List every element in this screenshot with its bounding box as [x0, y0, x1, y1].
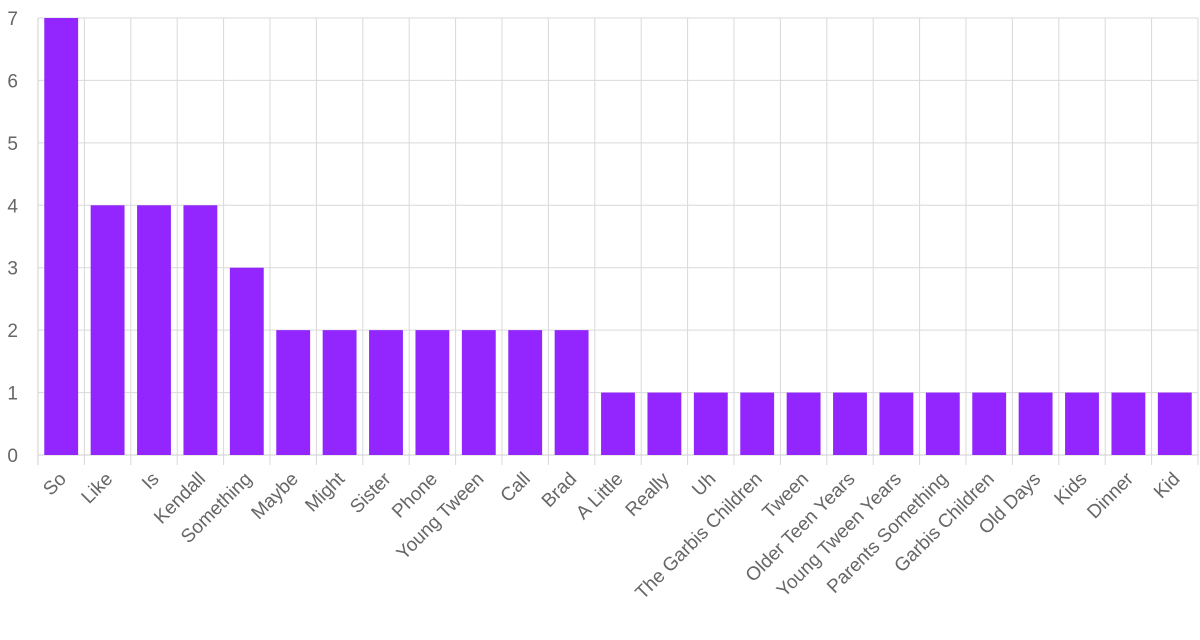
y-tick-label: 5: [7, 134, 18, 155]
y-tick-label: 7: [7, 9, 18, 30]
bar[interactable]: [693, 392, 728, 455]
x-tick-label: Might: [301, 468, 349, 516]
x-tick-label: Is: [138, 469, 163, 494]
bar[interactable]: [322, 330, 357, 455]
bar[interactable]: [786, 392, 821, 455]
bar[interactable]: [508, 330, 543, 455]
bar[interactable]: [415, 330, 450, 455]
y-tick-label: 4: [7, 196, 18, 217]
x-tick-label: Uh: [688, 469, 720, 501]
bar[interactable]: [1018, 392, 1053, 455]
bar[interactable]: [1065, 392, 1099, 455]
bar[interactable]: [229, 267, 264, 455]
grid-lines: [37, 17, 1199, 465]
x-tick-label: Like: [78, 469, 117, 508]
y-axis-ticks: 0 1 2 3 4 5 6 7: [7, 9, 18, 467]
bar[interactable]: [1111, 392, 1146, 455]
bar[interactable]: [90, 205, 125, 455]
bar[interactable]: [461, 330, 496, 455]
x-tick-label: Really: [622, 468, 675, 521]
bar[interactable]: [554, 330, 589, 455]
bar[interactable]: [647, 392, 682, 455]
bar[interactable]: [925, 392, 960, 455]
bar[interactable]: [833, 392, 867, 455]
x-tick-label: Maybe: [248, 469, 303, 524]
y-tick-label: 0: [7, 446, 18, 467]
bar[interactable]: [276, 330, 311, 455]
bar[interactable]: [183, 205, 218, 455]
x-tick-label: Dinner: [1083, 468, 1138, 523]
bar[interactable]: [601, 392, 635, 455]
x-tick-label: A Little: [572, 469, 627, 524]
bar[interactable]: [879, 392, 914, 455]
bars: [44, 18, 1192, 455]
bar[interactable]: [1157, 392, 1192, 455]
x-tick-label: Call: [497, 469, 535, 507]
x-tick-label: So: [39, 469, 70, 500]
x-axis-labels: So Like IsKendallSomethingMaybeMightSister…: [39, 468, 1184, 604]
bar[interactable]: [44, 18, 79, 455]
y-tick-label: 6: [7, 71, 18, 92]
y-tick-label: 2: [7, 321, 18, 342]
y-tick-label: 3: [7, 259, 18, 280]
y-tick-label: 1: [7, 384, 18, 405]
bar[interactable]: [972, 392, 1007, 455]
x-tick-label: Kid: [1150, 469, 1184, 503]
x-tick-label: Sister: [346, 468, 396, 518]
bar[interactable]: [740, 392, 775, 455]
bar[interactable]: [369, 330, 403, 455]
bar[interactable]: [137, 205, 171, 455]
x-tick-label: Kids: [1051, 469, 1092, 510]
